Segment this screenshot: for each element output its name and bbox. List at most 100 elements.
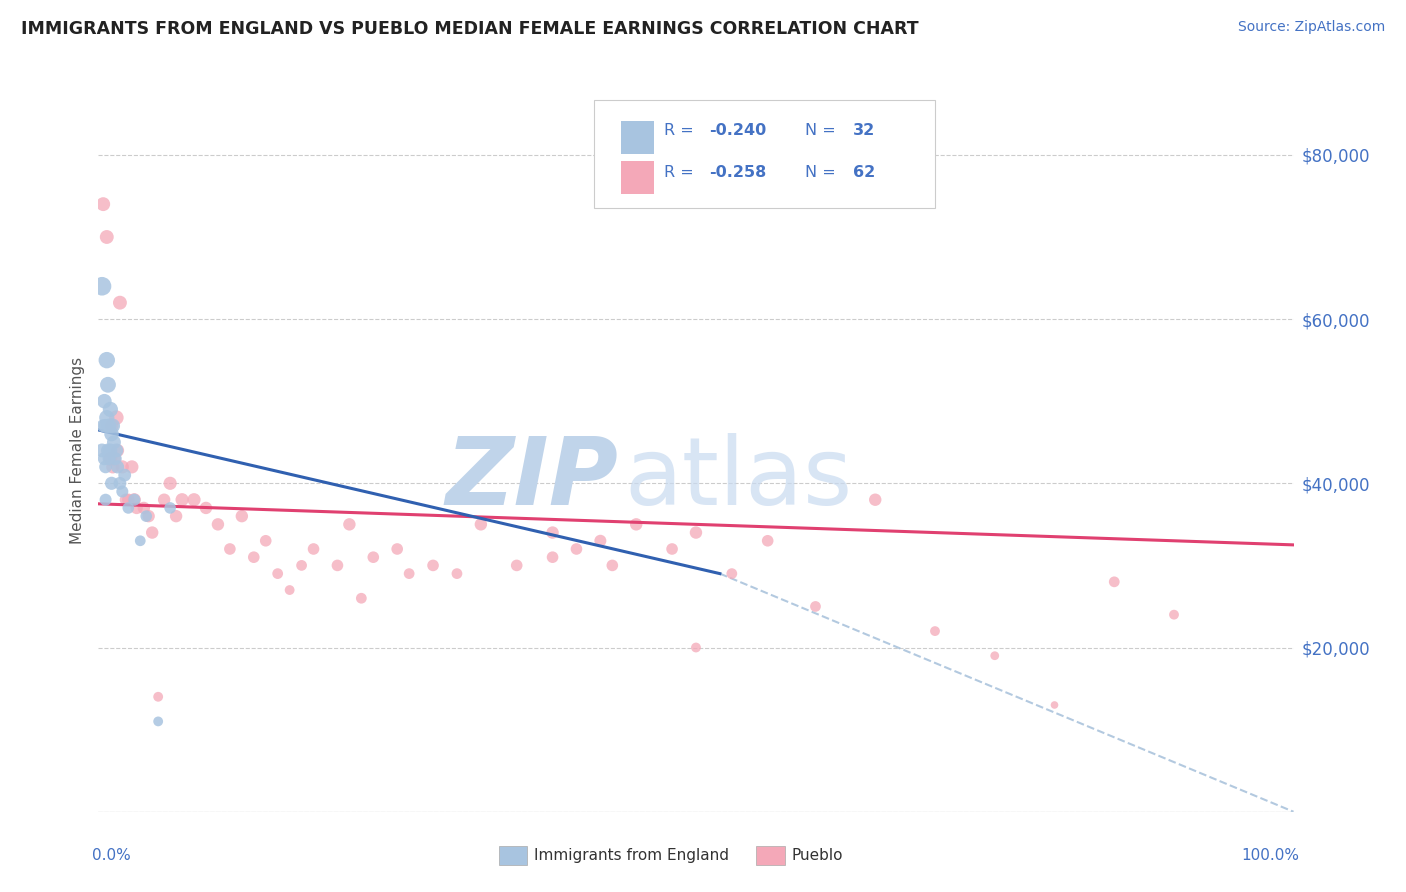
Point <box>94 492 117 507</box>
Point <box>117 500 139 515</box>
Point <box>124 492 146 507</box>
Y-axis label: Median Female Earnings: Median Female Earnings <box>69 357 84 544</box>
Point <box>98 451 122 466</box>
Point <box>756 533 779 548</box>
Point <box>148 714 170 729</box>
Point <box>107 443 129 458</box>
Point <box>105 443 128 458</box>
Point <box>124 492 146 507</box>
Point <box>1104 574 1126 589</box>
Bar <box>620 121 654 154</box>
Bar <box>620 161 654 194</box>
Point <box>117 492 139 507</box>
Point <box>350 591 373 606</box>
Point <box>100 427 122 442</box>
Text: -0.240: -0.240 <box>709 123 766 138</box>
Point <box>98 443 122 458</box>
Point <box>96 230 118 244</box>
Point <box>1043 698 1066 712</box>
Point <box>100 418 122 433</box>
Point <box>243 550 266 565</box>
Point <box>91 279 114 293</box>
Point <box>98 402 122 417</box>
Point <box>98 418 121 433</box>
Point <box>589 533 612 548</box>
Point <box>685 525 707 540</box>
Point <box>101 459 124 474</box>
Point <box>278 582 301 597</box>
Point <box>626 517 648 532</box>
Point <box>602 558 624 573</box>
Point <box>302 541 325 556</box>
Point <box>93 394 115 409</box>
Point <box>111 459 134 474</box>
Point <box>100 476 122 491</box>
Text: 62: 62 <box>852 165 875 180</box>
Point <box>94 418 117 433</box>
Text: Source: ZipAtlas.com: Source: ZipAtlas.com <box>1237 20 1385 34</box>
Point <box>565 541 588 556</box>
Point <box>804 599 827 614</box>
Point <box>129 533 152 548</box>
Point <box>98 451 121 466</box>
Point <box>101 418 124 433</box>
Text: R =: R = <box>664 123 699 138</box>
Point <box>254 533 277 548</box>
Point <box>446 566 468 581</box>
Point <box>97 377 120 392</box>
Text: 0.0%: 0.0% <box>93 847 131 863</box>
Point <box>111 484 134 499</box>
Point <box>165 509 187 524</box>
Point <box>105 410 128 425</box>
Point <box>541 550 564 565</box>
Point <box>91 443 114 458</box>
Point <box>984 648 1007 663</box>
Point <box>326 558 349 573</box>
Point <box>96 353 118 368</box>
Point <box>108 476 131 491</box>
Point <box>385 541 409 556</box>
Point <box>159 476 181 491</box>
Point <box>721 566 744 581</box>
Text: R =: R = <box>664 165 699 180</box>
Point <box>506 558 529 573</box>
Point <box>103 451 125 466</box>
Point <box>132 500 155 515</box>
Point <box>138 509 160 524</box>
Text: Immigrants from England: Immigrants from England <box>534 848 730 863</box>
Point <box>207 517 229 532</box>
Point <box>114 468 136 483</box>
Point <box>108 295 131 310</box>
Point <box>148 690 170 704</box>
Text: N =: N = <box>804 123 841 138</box>
Text: atlas: atlas <box>624 434 852 525</box>
Point <box>1163 607 1185 622</box>
Text: 32: 32 <box>852 123 875 138</box>
Point <box>141 525 163 540</box>
Point <box>267 566 290 581</box>
Point <box>93 451 115 466</box>
Point <box>107 459 129 474</box>
Point <box>541 525 564 540</box>
Point <box>97 443 120 458</box>
Point <box>291 558 314 573</box>
Point <box>363 550 385 565</box>
Point <box>115 492 138 507</box>
Point <box>231 509 253 524</box>
Point <box>103 435 125 450</box>
Point <box>398 566 420 581</box>
Point <box>135 509 157 524</box>
Point <box>94 459 117 474</box>
Point <box>172 492 194 507</box>
Point <box>91 418 114 433</box>
Point <box>159 500 181 515</box>
Point <box>470 517 492 532</box>
Text: IMMIGRANTS FROM ENGLAND VS PUEBLO MEDIAN FEMALE EARNINGS CORRELATION CHART: IMMIGRANTS FROM ENGLAND VS PUEBLO MEDIAN… <box>21 20 918 37</box>
Point <box>96 410 118 425</box>
Text: ZIP: ZIP <box>446 434 619 525</box>
Point <box>153 492 176 507</box>
Text: -0.258: -0.258 <box>709 165 766 180</box>
Point <box>104 451 127 466</box>
Point <box>924 624 946 639</box>
Point <box>339 517 361 532</box>
